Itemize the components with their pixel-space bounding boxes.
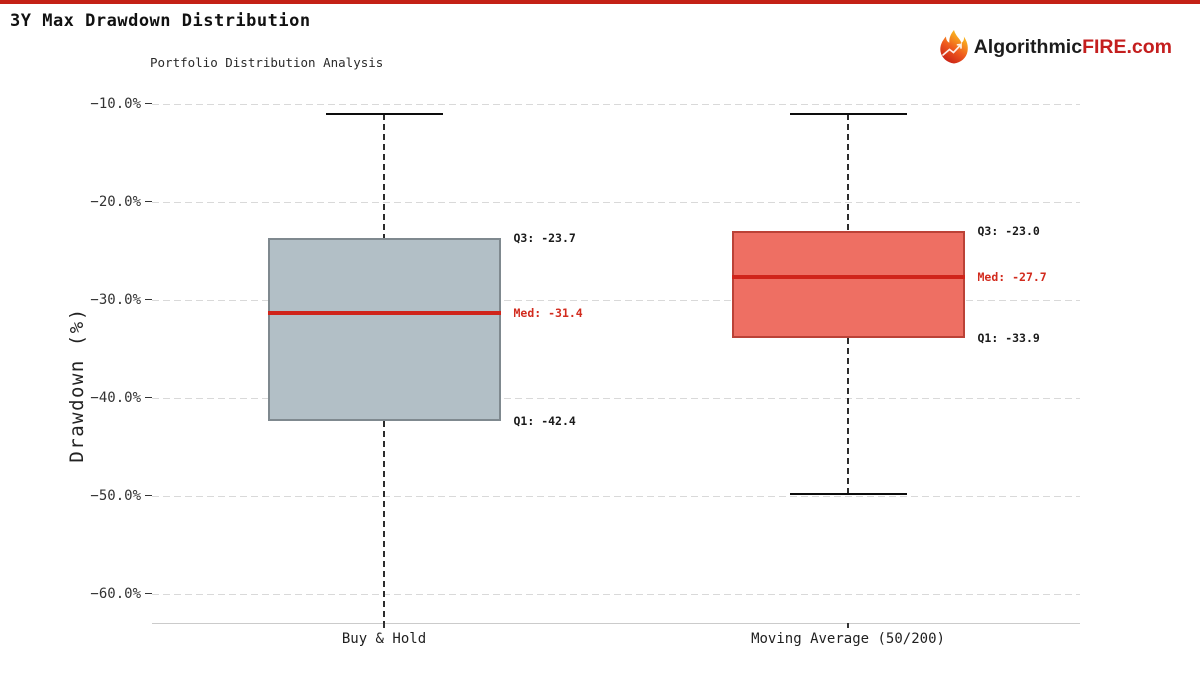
median-line-buy-hold <box>267 311 501 316</box>
y-tick-mark <box>145 592 152 595</box>
x-tick-mark-buy-hold <box>383 623 385 628</box>
brand-logo-link[interactable]: AlgorithmicFIRE.com <box>939 29 1172 65</box>
whisker-cap-top-buy-hold <box>325 113 443 116</box>
q1-value-label-buy-hold: Q1: -42.4 <box>513 414 576 429</box>
whisker-upper-moving-average-50-200 <box>847 114 849 231</box>
y-gridline <box>152 103 1080 105</box>
median-line-moving-average-50-200 <box>731 275 965 280</box>
y-gridline <box>152 201 1080 203</box>
x-category-label-moving-average-50-200: Moving Average (50/200) <box>751 631 945 647</box>
logo-text-accent: FIRE.com <box>1082 35 1172 58</box>
y-tick-label: −60.0% <box>90 585 141 602</box>
y-tick-mark <box>145 298 152 301</box>
whisker-lower-moving-average-50-200 <box>847 337 849 494</box>
y-axis-label: Drawdown (%) <box>66 307 88 463</box>
median-value-label-buy-hold: Med: -31.4 <box>513 306 583 321</box>
whisker-lower-buy-hold <box>383 421 385 628</box>
whisker-cap-bottom-moving-average-50-200 <box>789 492 907 495</box>
y-gridline <box>152 299 1080 301</box>
x-axis-line <box>152 623 1080 624</box>
whisker-cap-top-moving-average-50-200 <box>789 113 907 116</box>
box-buy-hold <box>267 237 501 422</box>
y-tick-mark <box>145 102 152 105</box>
flame-icon <box>939 29 969 65</box>
chart-title: Portfolio Distribution Analysis <box>150 55 384 70</box>
whisker-upper-buy-hold <box>383 114 385 238</box>
q1-value-label-moving-average-50-200: Q1: -33.9 <box>977 330 1040 345</box>
y-tick-label: −40.0% <box>90 389 141 406</box>
y-tick-mark <box>145 396 152 399</box>
x-category-label-buy-hold: Buy & Hold <box>341 631 427 647</box>
page-title: 3Y Max Drawdown Distribution <box>10 11 311 31</box>
q3-value-label-buy-hold: Q3: -23.7 <box>513 230 576 245</box>
logo-text-primary: Algorithmic <box>973 35 1083 58</box>
y-tick-mark <box>145 200 152 203</box>
y-gridline <box>152 397 1080 399</box>
q3-value-label-moving-average-50-200: Q3: -23.0 <box>977 224 1040 238</box>
y-tick-label: −50.0% <box>90 487 141 504</box>
top-accent-bar <box>0 0 1200 4</box>
y-gridline <box>152 495 1080 497</box>
median-value-label-moving-average-50-200: Med: -27.7 <box>977 270 1047 285</box>
box-moving-average-50-200 <box>731 231 965 338</box>
x-tick-mark-moving-average-50-200 <box>847 623 849 628</box>
y-tick-label: −20.0% <box>90 193 141 210</box>
y-tick-label: −10.0% <box>90 95 141 112</box>
y-tick-mark <box>145 494 152 497</box>
y-gridline <box>152 593 1080 595</box>
y-tick-label: −30.0% <box>90 291 141 308</box>
